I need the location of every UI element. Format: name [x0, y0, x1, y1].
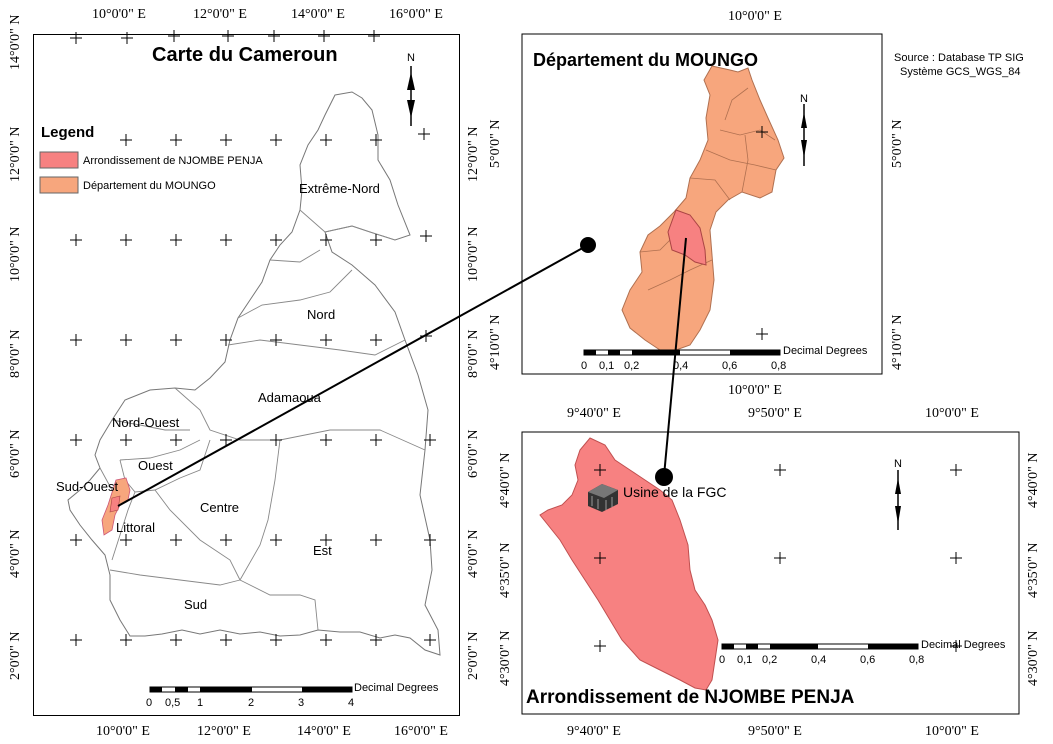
njombe-map-frame: [521, 431, 1020, 715]
moungo-graticule: [756, 126, 768, 340]
moungo-lat-right-2: 4°10'0" N: [890, 314, 905, 370]
main-lon-top-4: 16°0'0" E: [389, 7, 443, 22]
main-north-label: N: [407, 52, 415, 64]
region-nord-ouest: Nord-Ouest: [112, 415, 180, 430]
main-scale-tick-3: 2: [248, 697, 255, 709]
njombe-lat-right-3: 4°30'0" N: [1026, 630, 1041, 686]
region-extreme-nord: Extrême-Nord: [299, 181, 380, 196]
source-line-1: Source : Database TP SIG: [894, 52, 1024, 64]
njombe-lon-bottom-1: 9°40'0" E: [567, 724, 621, 739]
moungo-lat-right-1: 5°0'0" N: [890, 119, 905, 168]
main-lon-bottom-3: 14°0'0" E: [297, 724, 351, 739]
main-graticule: [70, 30, 436, 646]
njombe-north-label: N: [894, 458, 902, 470]
region-ouest: Ouest: [138, 458, 173, 473]
moungo-map-title: Département du MOUNGO: [533, 50, 759, 70]
moungo-scale-tick-4: 0,6: [722, 360, 738, 372]
main-scale-tick-5: 4: [348, 697, 355, 709]
region-littoral: Littoral: [116, 520, 156, 535]
main-scale-tick-0: 0: [146, 697, 153, 709]
region-est: Est: [313, 543, 332, 558]
main-lon-top-1: 10°0'0" E: [92, 7, 146, 22]
moungo-scale-tick-3: 0,4: [673, 360, 689, 372]
moungo-lat-left-2: 4°10'0" N: [488, 314, 503, 370]
njombe-lat-right-1: 4°40'0" N: [1026, 452, 1041, 508]
njombe-scale-unit: Decimal Degrees: [921, 639, 1006, 651]
njombe-lon-bottom-3: 10°0'0" E: [925, 724, 979, 739]
cameroon-outline: [67, 91, 441, 656]
legend-item-njombe-label: Arrondissement de NJOMBE PENJA: [83, 155, 263, 167]
njombe-scale-tick-2: 0,2: [762, 654, 778, 666]
main-scale-tick-2: 1: [197, 697, 204, 709]
njombe-scale-tick-1: 0,1: [737, 654, 753, 666]
moungo-lon-top: 10°0'0" E: [728, 9, 782, 24]
source-line-2: Système GCS_WGS_84: [900, 66, 1021, 78]
main-scale-unit: Decimal Degrees: [354, 682, 439, 694]
moungo-lon-bottom: 10°0'0" E: [728, 383, 782, 398]
region-sud-ouest: Sud-Ouest: [56, 479, 119, 494]
main-lon-bottom-1: 10°0'0" E: [96, 724, 150, 739]
region-sud: Sud: [184, 597, 208, 612]
main-scale-tick-1: 0,5: [165, 697, 181, 709]
main-north-arrow-icon: [407, 66, 415, 126]
njombe-lat-left-3: 4°30'0" N: [498, 630, 513, 686]
main-njombe-area: [109, 495, 121, 513]
njombe-lon-bottom-2: 9°50'0" E: [748, 724, 802, 739]
moungo-scale-unit: Decimal Degrees: [783, 345, 868, 357]
legend-item-moungo-label: Département du MOUNGO: [83, 180, 216, 192]
legend-swatch-moungo: [39, 176, 79, 194]
moungo-north-label: N: [800, 93, 808, 105]
moungo-scale-tick-2: 0,2: [624, 360, 640, 372]
moungo-scale-bar: [583, 349, 781, 356]
njombe-graticule: [594, 464, 962, 652]
njombe-map-title: Arrondissement de NJOMBE PENJA: [526, 687, 855, 708]
main-lon-bottom-2: 12°0'0" E: [197, 724, 251, 739]
main-lon-top-3: 14°0'0" E: [291, 7, 345, 22]
njombe-lon-top-1: 9°40'0" E: [567, 406, 621, 421]
moungo-map-frame: [521, 33, 883, 375]
njombe-lon-top-3: 10°0'0" E: [925, 406, 979, 421]
region-centre: Centre: [200, 500, 240, 515]
njombe-penja-shape: [539, 437, 719, 691]
njombe-lat-left-2: 4°35'0" N: [498, 542, 513, 598]
moungo-scale-tick-0: 0: [581, 360, 588, 372]
legend-swatch-njombe: [39, 151, 79, 169]
njombe-scale-tick-5: 0,8: [909, 654, 925, 666]
njombe-north-arrow-icon: [895, 470, 901, 530]
region-nord: Nord: [307, 307, 336, 322]
legend-title: Legend: [41, 124, 95, 141]
factory-label: Usine de la FGC: [623, 484, 727, 500]
main-lon-top-2: 12°0'0" E: [193, 7, 247, 22]
njombe-lat-right-2: 4°35'0" N: [1026, 542, 1041, 598]
njombe-scale-tick-3: 0,4: [811, 654, 827, 666]
moungo-njombe-highlight: [667, 209, 707, 266]
moungo-department-shape: [621, 65, 785, 351]
moungo-scale-tick-1: 0,1: [599, 360, 615, 372]
njombe-scale-tick-4: 0,6: [860, 654, 876, 666]
moungo-lat-left-1: 5°0'0" N: [488, 119, 503, 168]
connector-lines: [117, 237, 687, 507]
moungo-scale-tick-5: 0,8: [771, 360, 787, 372]
njombe-scale-bar: [721, 643, 919, 650]
region-adamaoua: Adamaoua: [258, 390, 321, 405]
njombe-scale-tick-0: 0: [719, 654, 726, 666]
njombe-lat-left-1: 4°40'0" N: [498, 452, 513, 508]
moungo-north-arrow-icon: [801, 104, 807, 166]
main-scale-bar: [149, 686, 353, 693]
cameroon-map-title: Carte du Cameroun: [152, 44, 338, 66]
factory-icon: [588, 484, 618, 512]
main-lon-bottom-4: 16°0'0" E: [394, 724, 448, 739]
njombe-lon-top-2: 9°50'0" E: [748, 406, 802, 421]
main-scale-tick-4: 3: [298, 697, 305, 709]
